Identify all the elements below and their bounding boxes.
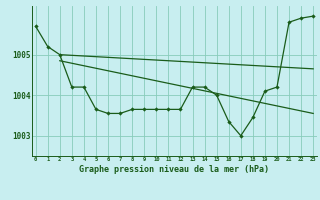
X-axis label: Graphe pression niveau de la mer (hPa): Graphe pression niveau de la mer (hPa)	[79, 165, 269, 174]
